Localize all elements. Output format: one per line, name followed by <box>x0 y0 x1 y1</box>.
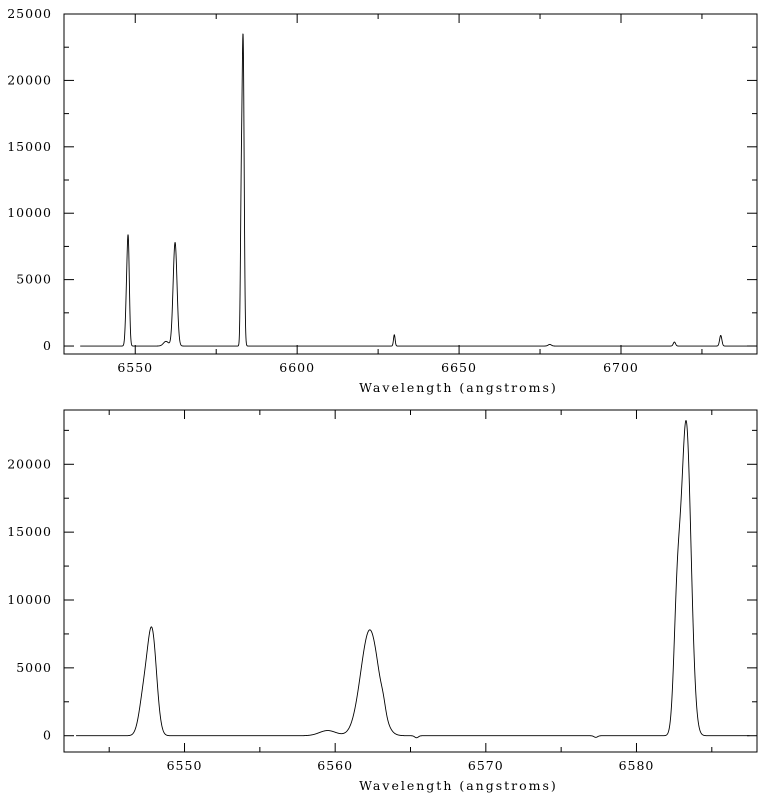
y-tick-label: 15000 <box>7 139 52 154</box>
panel-bottom: 6550 6560 6570 6580 0 5000 10000 15000 20000 Wav… <box>7 409 758 793</box>
y-tick-label: 20000 <box>7 456 52 471</box>
y-tick-label: 20000 <box>7 72 52 87</box>
x-tick-label: 6550 <box>117 360 153 375</box>
y-tick-label: 5000 <box>16 272 52 287</box>
x-tick-label: 6700 <box>603 360 639 375</box>
panel-bottom-plot-frame <box>63 409 758 753</box>
y-tick-label: 0 <box>43 338 52 353</box>
y-tick-label: 10000 <box>7 205 52 220</box>
panel-top: 6550 6600 6650 6700 0 5000 10000 15000 20000 2500… <box>7 6 758 395</box>
y-tick-label: 5000 <box>16 660 52 675</box>
panel-top-plot-frame <box>63 13 758 355</box>
x-tick-label: 6560 <box>317 758 353 773</box>
panel-top-x-axis-label: Wavelength (angstroms) <box>359 380 558 395</box>
y-tick-label: 0 <box>43 728 52 743</box>
x-tick-label: 6550 <box>167 758 203 773</box>
y-tick-label: 25000 <box>7 6 52 21</box>
x-tick-label: 6570 <box>468 758 504 773</box>
panel-top-tick-labels: 6550 6600 6650 6700 0 5000 10000 15000 20000 2500… <box>7 6 639 375</box>
panel-bottom-tick-labels: 6550 6560 6570 6580 0 5000 10000 15000 20000 <box>7 456 655 773</box>
panel-bottom-x-axis-label: Wavelength (angstroms) <box>359 778 558 793</box>
y-tick-label: 10000 <box>7 592 52 607</box>
x-tick-label: 6650 <box>441 360 477 375</box>
x-tick-label: 6580 <box>619 758 655 773</box>
panel-bottom-ticks <box>64 410 757 752</box>
panel-top-spectrum-line <box>79 33 756 347</box>
panel-bottom-spectrum-line <box>75 420 750 739</box>
panel-top-ticks <box>64 13 757 354</box>
y-tick-label: 15000 <box>7 524 52 539</box>
x-tick-label: 6600 <box>279 360 315 375</box>
